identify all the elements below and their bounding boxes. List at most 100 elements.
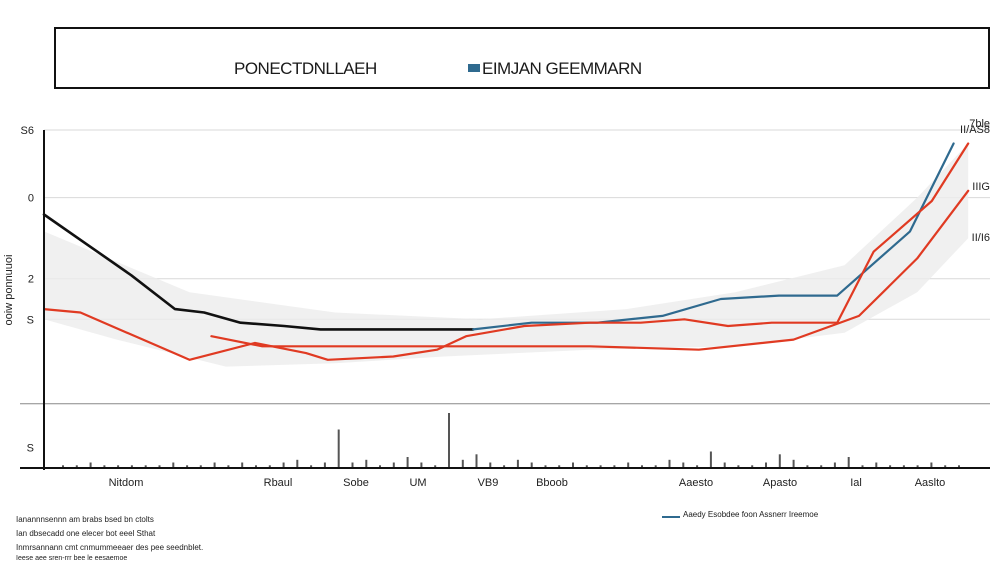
volume-bar [958,465,960,469]
volume-bar [199,465,202,469]
legend-note-swatch [662,516,680,518]
y-tick-label-2: 2 [28,274,34,286]
volume-bar [613,465,616,469]
volume-bar [186,465,189,469]
volume-bar [503,465,506,469]
series-line-3-red [210,189,970,351]
axes [20,130,990,470]
volume-bar [255,465,257,469]
volume-bar [889,465,892,469]
volume-bar [806,465,809,469]
volume-bar [489,462,492,468]
y-axis-side-label: ooiw ponnuuoi [3,255,15,326]
volume-bar [351,462,354,468]
series-lines [42,142,970,361]
shaded-band [44,143,969,367]
y-tick-label-0: S6 [21,125,34,137]
x-tick-label-4: VB9 [478,477,499,489]
volume-bar [916,465,919,469]
volume-bar [144,465,147,469]
volume-bar [213,462,216,468]
volume-bar [833,462,836,468]
volume-bar [792,459,795,469]
volume-bar [379,465,381,469]
y-tick-label-4: S [27,443,34,455]
x-tick-label-8: Ial [850,477,862,489]
volume-bar [268,465,271,469]
volume-bar [572,462,574,468]
volume-bar [282,462,285,468]
volume-bar [682,462,685,468]
end-label-0: 7ble [969,118,990,130]
volume-bar [337,429,340,468]
series-line-1-blue [472,142,955,331]
volume-bar [117,465,120,469]
end-label-3: II/I6 [972,232,990,244]
volume-bar [696,465,699,469]
x-tick-label-9: Aaslto [915,477,946,489]
volume-bars [62,413,960,469]
volume-bar [434,465,437,469]
volume-bar [765,462,767,468]
volume-bar [75,465,78,469]
end-label-1: II/AS8 [960,124,990,136]
volume-bar [778,454,781,469]
x-tick-label-2: Sobe [343,477,369,489]
footnote-2: Ian dbsecadd one elecer bot eeel Sthat [16,529,156,538]
chart-title-left: PONECTDNLLAEH [234,59,377,78]
volume-bar [820,465,823,469]
volume-bar [861,465,864,469]
volume-bar [544,465,547,469]
volume-bar [944,465,947,469]
volume-bar [599,465,602,469]
end-label-2: IIIG [972,181,990,193]
volume-bar [516,459,519,469]
volume-bar [227,465,230,469]
volume-bar [310,465,313,469]
volume-bar [737,465,740,469]
x-tick-label-1: Rbaul [264,477,293,489]
x-tick-label-0: Nitdom [109,477,144,489]
x-tick-label-6: Aaesto [679,477,713,489]
volume-bar [158,465,161,469]
volume-bar [406,457,409,468]
volume-bar [323,462,326,468]
volume-bar [723,462,726,468]
volume-bar [709,451,712,468]
volume-bar [875,462,878,468]
volume-bar [172,462,175,468]
title-legend-swatch [468,64,480,72]
volume-bar [902,465,905,469]
volume-bar [103,465,106,469]
y-tick-label-1: 0 [28,193,34,205]
volume-bar [751,465,754,469]
volume-bar [296,459,299,469]
volume-bar [392,462,395,468]
volume-bar [130,465,133,469]
x-tick-label-3: UM [409,477,426,489]
volume-bar [420,462,423,468]
volume-bar [668,459,671,469]
volume-bar [847,457,850,468]
y-tick-label-3: S [27,314,34,326]
volume-bar [89,462,92,468]
volume-bar [448,413,450,468]
volume-bar [62,465,64,469]
volume-bar [365,459,368,469]
legend-note: Aaedy Esobdee foon Assnerr Ireemoe [683,510,819,519]
x-tick-label-5: Bboob [536,477,568,489]
volume-bar [585,465,588,469]
chart-title-box: PONECTDNLLAEH EIMJAN GEEMMARN [54,27,990,89]
confidence-band [44,143,969,367]
footnote-3: Inmrsannann cmt cnmummeeaer des pee seed… [16,543,204,552]
volume-bar [641,465,643,469]
volume-bar [530,462,533,468]
volume-bar [930,462,933,468]
chart-title-right: EIMJAN GEEMMARN [482,59,642,78]
footnote-1: Ianannnsennn am brabs bsed bn ctolts [16,515,154,524]
series-line-0-black [42,213,475,331]
x-tick-label-7: Apasto [763,477,797,489]
volume-bar [461,459,464,469]
